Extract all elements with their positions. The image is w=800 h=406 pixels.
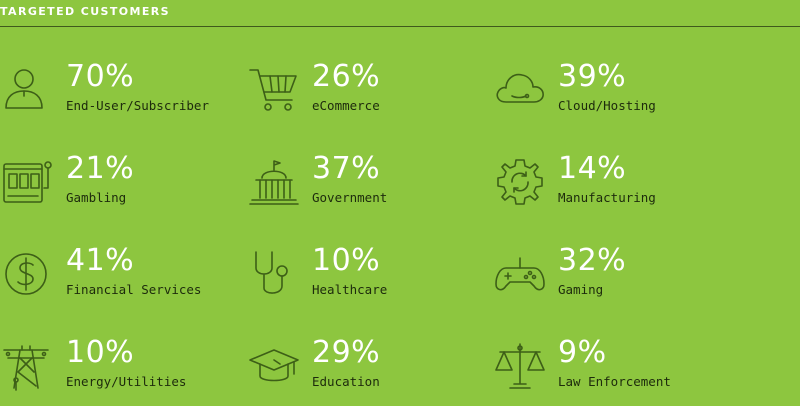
stat-value: 9%: [558, 335, 607, 370]
stat-item: 37% Government: [246, 152, 476, 222]
stat-item: 39% Cloud/Hosting: [492, 60, 722, 130]
stat-item: 26% eCommerce: [246, 60, 476, 130]
section-header: TARGETED CUSTOMERS: [0, 0, 800, 27]
stat-item: 10% Healthcare: [246, 244, 476, 314]
stat-label: End-User/Subscriber: [66, 98, 209, 113]
stat-label: Government: [312, 190, 388, 205]
stat-value: 26%: [312, 59, 381, 94]
shopping-cart-icon: [246, 62, 302, 118]
stat-label: Energy/Utilities: [66, 374, 187, 389]
stethoscope-icon: [246, 246, 302, 302]
stat-label: Gambling: [66, 190, 127, 205]
stat-item: 21% Gambling: [0, 152, 230, 222]
stat-value: 21%: [66, 151, 135, 186]
stat-label: Financial Services: [66, 282, 202, 297]
stat-label: eCommerce: [312, 98, 380, 113]
section-title: TARGETED CUSTOMERS: [0, 5, 170, 18]
user-icon: [0, 62, 56, 118]
scales-of-justice-icon: [492, 338, 548, 394]
stat-item: 32% Gaming: [492, 244, 722, 314]
stat-value: 14%: [558, 151, 627, 186]
stat-label: Manufacturing: [558, 190, 656, 205]
stat-item: 9% Law Enforcement: [492, 336, 722, 406]
stat-value: 39%: [558, 59, 627, 94]
stat-label: Law Enforcement: [558, 374, 671, 389]
stat-label: Gaming: [558, 282, 604, 297]
stat-item: 14% Manufacturing: [492, 152, 722, 222]
slot-machine-icon: [0, 154, 56, 210]
stat-value: 32%: [558, 243, 627, 278]
stat-value: 37%: [312, 151, 381, 186]
stat-value: 29%: [312, 335, 381, 370]
stat-value: 10%: [312, 243, 381, 278]
stat-value: 41%: [66, 243, 135, 278]
stat-item: 70% End-User/Subscriber: [0, 60, 230, 130]
stat-item: 41% Financial Services: [0, 244, 230, 314]
stat-item: 29% Education: [246, 336, 476, 406]
government-building-icon: [246, 154, 302, 210]
dollar-coin-icon: [0, 246, 56, 302]
stat-value: 10%: [66, 335, 135, 370]
power-tower-icon: [0, 338, 56, 394]
stat-label: Healthcare: [312, 282, 388, 297]
game-controller-icon: [492, 246, 548, 302]
stat-label: Cloud/Hosting: [558, 98, 656, 113]
stat-value: 70%: [66, 59, 135, 94]
cloud-icon: [492, 62, 548, 118]
stat-item: 10% Energy/Utilities: [0, 336, 230, 406]
gear-icon: [492, 154, 548, 210]
stat-label: Education: [312, 374, 380, 389]
graduation-cap-icon: [246, 338, 302, 394]
